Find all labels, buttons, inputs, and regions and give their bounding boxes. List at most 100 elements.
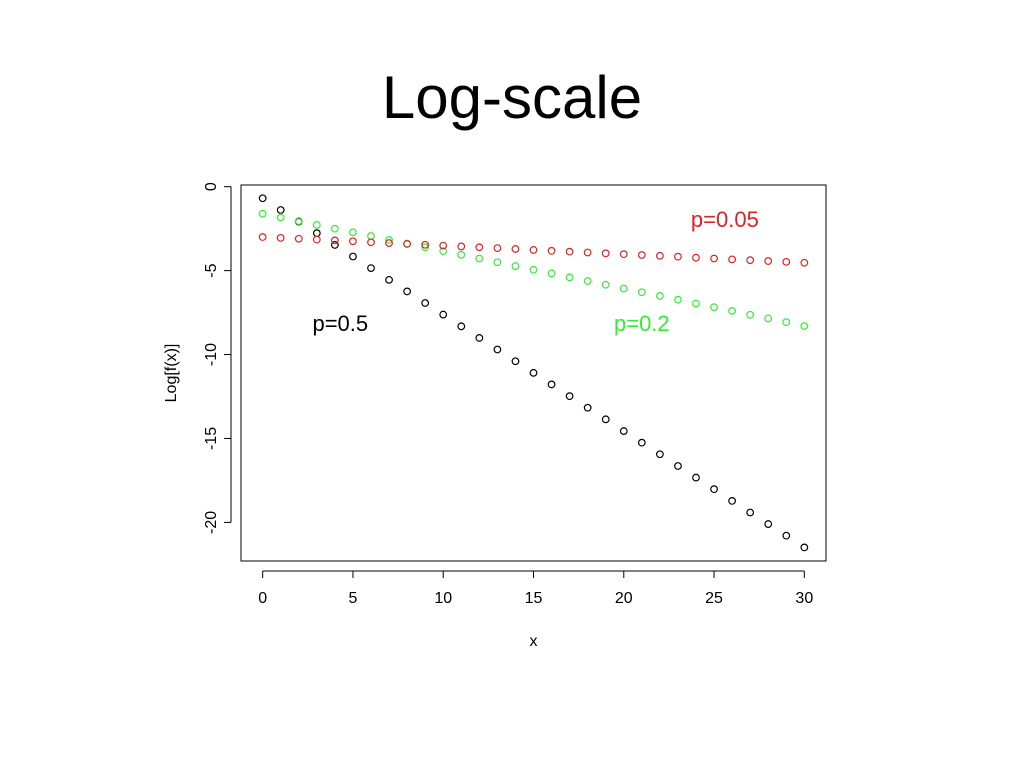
data-point-p-0-05 <box>782 257 791 266</box>
y-tick-label: 0 <box>203 182 220 191</box>
x-tick-label: 20 <box>615 590 633 607</box>
data-point-p-0-5 <box>655 450 664 459</box>
data-point-p-0-05 <box>637 251 646 259</box>
data-point-p-0-05 <box>529 246 538 254</box>
data-point-p-0-2 <box>565 273 574 282</box>
data-point-p-0-05 <box>493 244 502 253</box>
data-point-p-0-2 <box>349 228 357 237</box>
y-axis-label: Log[f(x)] <box>163 344 180 403</box>
data-point-p-0-5 <box>367 264 375 272</box>
data-point-p-0-2 <box>637 288 646 297</box>
data-point-p-0-2 <box>511 262 520 270</box>
data-point-p-0-2 <box>312 221 321 229</box>
data-point-p-0-5 <box>349 252 357 261</box>
data-point-p-0-2 <box>439 247 448 256</box>
x-tick-label: 10 <box>434 590 452 607</box>
data-point-p-0-5 <box>258 194 267 203</box>
data-point-p-0-05 <box>710 254 718 263</box>
plot-frame <box>240 184 827 562</box>
data-point-p-0-2 <box>692 299 700 308</box>
data-point-p-0-5 <box>601 415 610 424</box>
data-point-p-0-05 <box>330 236 339 245</box>
data-point-p-0-2 <box>385 235 393 244</box>
series-label-p-0-5: p=0.5 <box>312 311 368 336</box>
data-point-p-0-05 <box>547 246 556 255</box>
x-axis-label: x <box>530 633 538 650</box>
data-point-p-0-5 <box>800 543 809 552</box>
data-point-p-0-5 <box>764 520 773 528</box>
data-point-p-0-05 <box>728 255 737 264</box>
data-point-p-0-05 <box>457 242 466 251</box>
data-point-p-0-2 <box>601 280 610 289</box>
data-point-p-0-05 <box>800 258 809 267</box>
data-point-p-0-5 <box>276 206 285 214</box>
data-point-p-0-5 <box>475 334 484 342</box>
data-point-p-0-2 <box>746 310 755 319</box>
data-point-p-0-2 <box>764 314 773 323</box>
x-tick-label: 25 <box>705 590 723 607</box>
data-point-p-0-5 <box>312 229 321 238</box>
data-point-p-0-2 <box>258 209 267 218</box>
data-point-p-0-5 <box>746 508 755 517</box>
data-point-p-0-5 <box>330 241 339 249</box>
data-point-p-0-5 <box>385 275 393 284</box>
data-point-p-0-5 <box>782 531 791 540</box>
data-point-p-0-05 <box>601 249 610 258</box>
data-point-p-0-05 <box>349 237 357 246</box>
data-point-p-0-2 <box>782 318 791 327</box>
data-point-p-0-2 <box>330 224 339 233</box>
data-point-p-0-2 <box>294 217 303 225</box>
y-tick-label: -5 <box>203 263 220 277</box>
data-point-p-0-2 <box>583 277 592 285</box>
x-tick-label: 30 <box>795 590 813 607</box>
x-tick-label: 15 <box>525 590 543 607</box>
data-point-p-0-05 <box>385 239 393 247</box>
data-point-p-0-2 <box>475 254 484 263</box>
data-point-p-0-05 <box>421 240 430 249</box>
data-point-p-0-05 <box>475 243 484 252</box>
series-label-p-0-2: p=0.2 <box>614 311 670 336</box>
data-point-p-0-05 <box>764 257 773 265</box>
data-point-p-0-5 <box>439 310 448 319</box>
data-point-p-0-2 <box>655 292 664 300</box>
data-point-p-0-5 <box>457 322 466 331</box>
data-point-p-0-05 <box>294 234 303 243</box>
data-point-p-0-05 <box>619 250 628 259</box>
data-point-p-0-2 <box>457 250 466 259</box>
data-point-p-0-5 <box>710 485 718 494</box>
data-point-p-0-05 <box>746 256 755 265</box>
data-point-p-0-5 <box>403 287 412 296</box>
data-point-p-0-5 <box>674 462 682 470</box>
data-point-p-0-2 <box>619 284 628 293</box>
series-label-p-0-05: p=0.05 <box>691 207 759 232</box>
data-point-p-0-5 <box>619 427 628 435</box>
data-point-p-0-5 <box>583 403 592 412</box>
x-tick-label: 0 <box>258 590 267 607</box>
data-point-p-0-05 <box>276 233 285 242</box>
data-point-p-0-2 <box>276 213 285 222</box>
data-point-p-0-2 <box>367 232 375 240</box>
data-point-p-0-2 <box>728 306 737 315</box>
data-point-p-0-2 <box>710 303 718 312</box>
data-point-p-0-05 <box>439 241 448 250</box>
data-point-p-0-5 <box>529 368 538 377</box>
data-point-p-0-05 <box>312 235 321 244</box>
data-point-p-0-2 <box>529 265 538 274</box>
data-point-p-0-05 <box>511 245 520 253</box>
data-point-p-0-05 <box>565 247 574 256</box>
y-tick-label: -15 <box>203 427 220 450</box>
data-point-p-0-2 <box>800 322 809 330</box>
data-point-p-0-2 <box>493 258 502 267</box>
data-point-p-0-5 <box>421 299 430 307</box>
data-point-p-0-2 <box>674 295 682 304</box>
data-point-p-0-5 <box>547 380 556 389</box>
data-point-p-0-5 <box>511 357 520 366</box>
data-point-p-0-05 <box>367 238 375 247</box>
data-point-p-0-5 <box>728 497 737 505</box>
data-point-p-0-05 <box>674 252 682 261</box>
slide-title: Log-scale <box>381 64 643 131</box>
data-point-p-0-5 <box>565 392 574 401</box>
data-point-p-0-05 <box>583 248 592 257</box>
data-point-p-0-05 <box>258 233 267 241</box>
